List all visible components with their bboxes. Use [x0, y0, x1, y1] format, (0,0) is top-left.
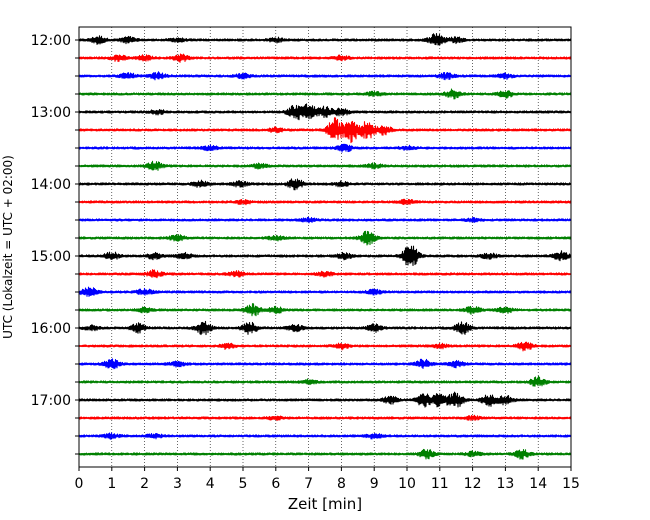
seismogram-traces — [78, 32, 572, 460]
x-tick-label-5: 5 — [239, 476, 248, 492]
x-tick-label-15: 15 — [562, 476, 580, 492]
y-tick-label-5: 17:00 — [31, 393, 71, 409]
y-tick-label-3: 15:00 — [31, 249, 71, 265]
x-tick-label-2: 2 — [140, 476, 149, 492]
trace-1345 — [78, 160, 572, 171]
plot-frame — [78, 26, 572, 468]
trace-1730 — [78, 432, 572, 440]
trace-1330 — [78, 143, 572, 153]
trace-1300 — [78, 103, 572, 121]
trace-1630 — [78, 358, 572, 370]
y-tick-label-2: 14:00 — [31, 177, 71, 193]
x-tick-label-8: 8 — [337, 476, 346, 492]
x-tick-label-10: 10 — [398, 476, 416, 492]
x-tick-label-9: 9 — [370, 476, 379, 492]
x-axis-label: Zeit [min] — [288, 495, 362, 513]
trace-1415 — [78, 198, 572, 206]
x-tick-label-6: 6 — [271, 476, 280, 492]
x-tick-label-7: 7 — [304, 476, 313, 492]
trace-1230 — [78, 71, 572, 81]
trace-1545 — [78, 303, 572, 317]
x-tick-label-12: 12 — [464, 476, 482, 492]
trace-1215 — [78, 53, 572, 63]
trace-1445 — [78, 230, 572, 246]
trace-1745 — [78, 448, 572, 460]
trace-1700 — [78, 391, 572, 408]
x-tick-label-1: 1 — [107, 476, 116, 492]
trace-1615 — [78, 341, 572, 352]
trace-1245 — [78, 88, 572, 100]
y-axis-ticks: 12:00 13:00 14:00 15:00 16:00 17:00 — [31, 33, 79, 455]
trace-1715 — [78, 414, 572, 422]
y-tick-label-4: 16:00 — [31, 321, 71, 337]
x-tick-label-14: 14 — [529, 476, 547, 492]
x-tick-label-4: 4 — [206, 476, 215, 492]
x-tick-label-3: 3 — [173, 476, 182, 492]
trace-1430 — [78, 216, 572, 224]
vertical-gridlines — [111, 27, 539, 467]
trace-1515 — [78, 269, 572, 279]
x-axis-ticks: 0 1 2 3 4 5 6 7 8 9 10 11 12 13 14 15 — [75, 467, 580, 492]
y-axis-label: UTC (Lokalzeit = UTC + 02:00) — [1, 155, 15, 339]
trace-1500 — [78, 245, 572, 267]
trace-1200 — [78, 32, 572, 46]
y-tick-label-1: 13:00 — [31, 105, 71, 121]
x-tick-label-13: 13 — [496, 476, 514, 492]
x-tick-label-0: 0 — [75, 476, 84, 492]
trace-1400 — [78, 178, 572, 191]
trace-1600 — [78, 320, 572, 336]
trace-1530 — [78, 286, 572, 297]
y-tick-label-0: 12:00 — [31, 33, 71, 49]
trace-1645 — [78, 375, 572, 387]
x-tick-label-11: 11 — [431, 476, 449, 492]
trace-1315 — [78, 117, 572, 144]
